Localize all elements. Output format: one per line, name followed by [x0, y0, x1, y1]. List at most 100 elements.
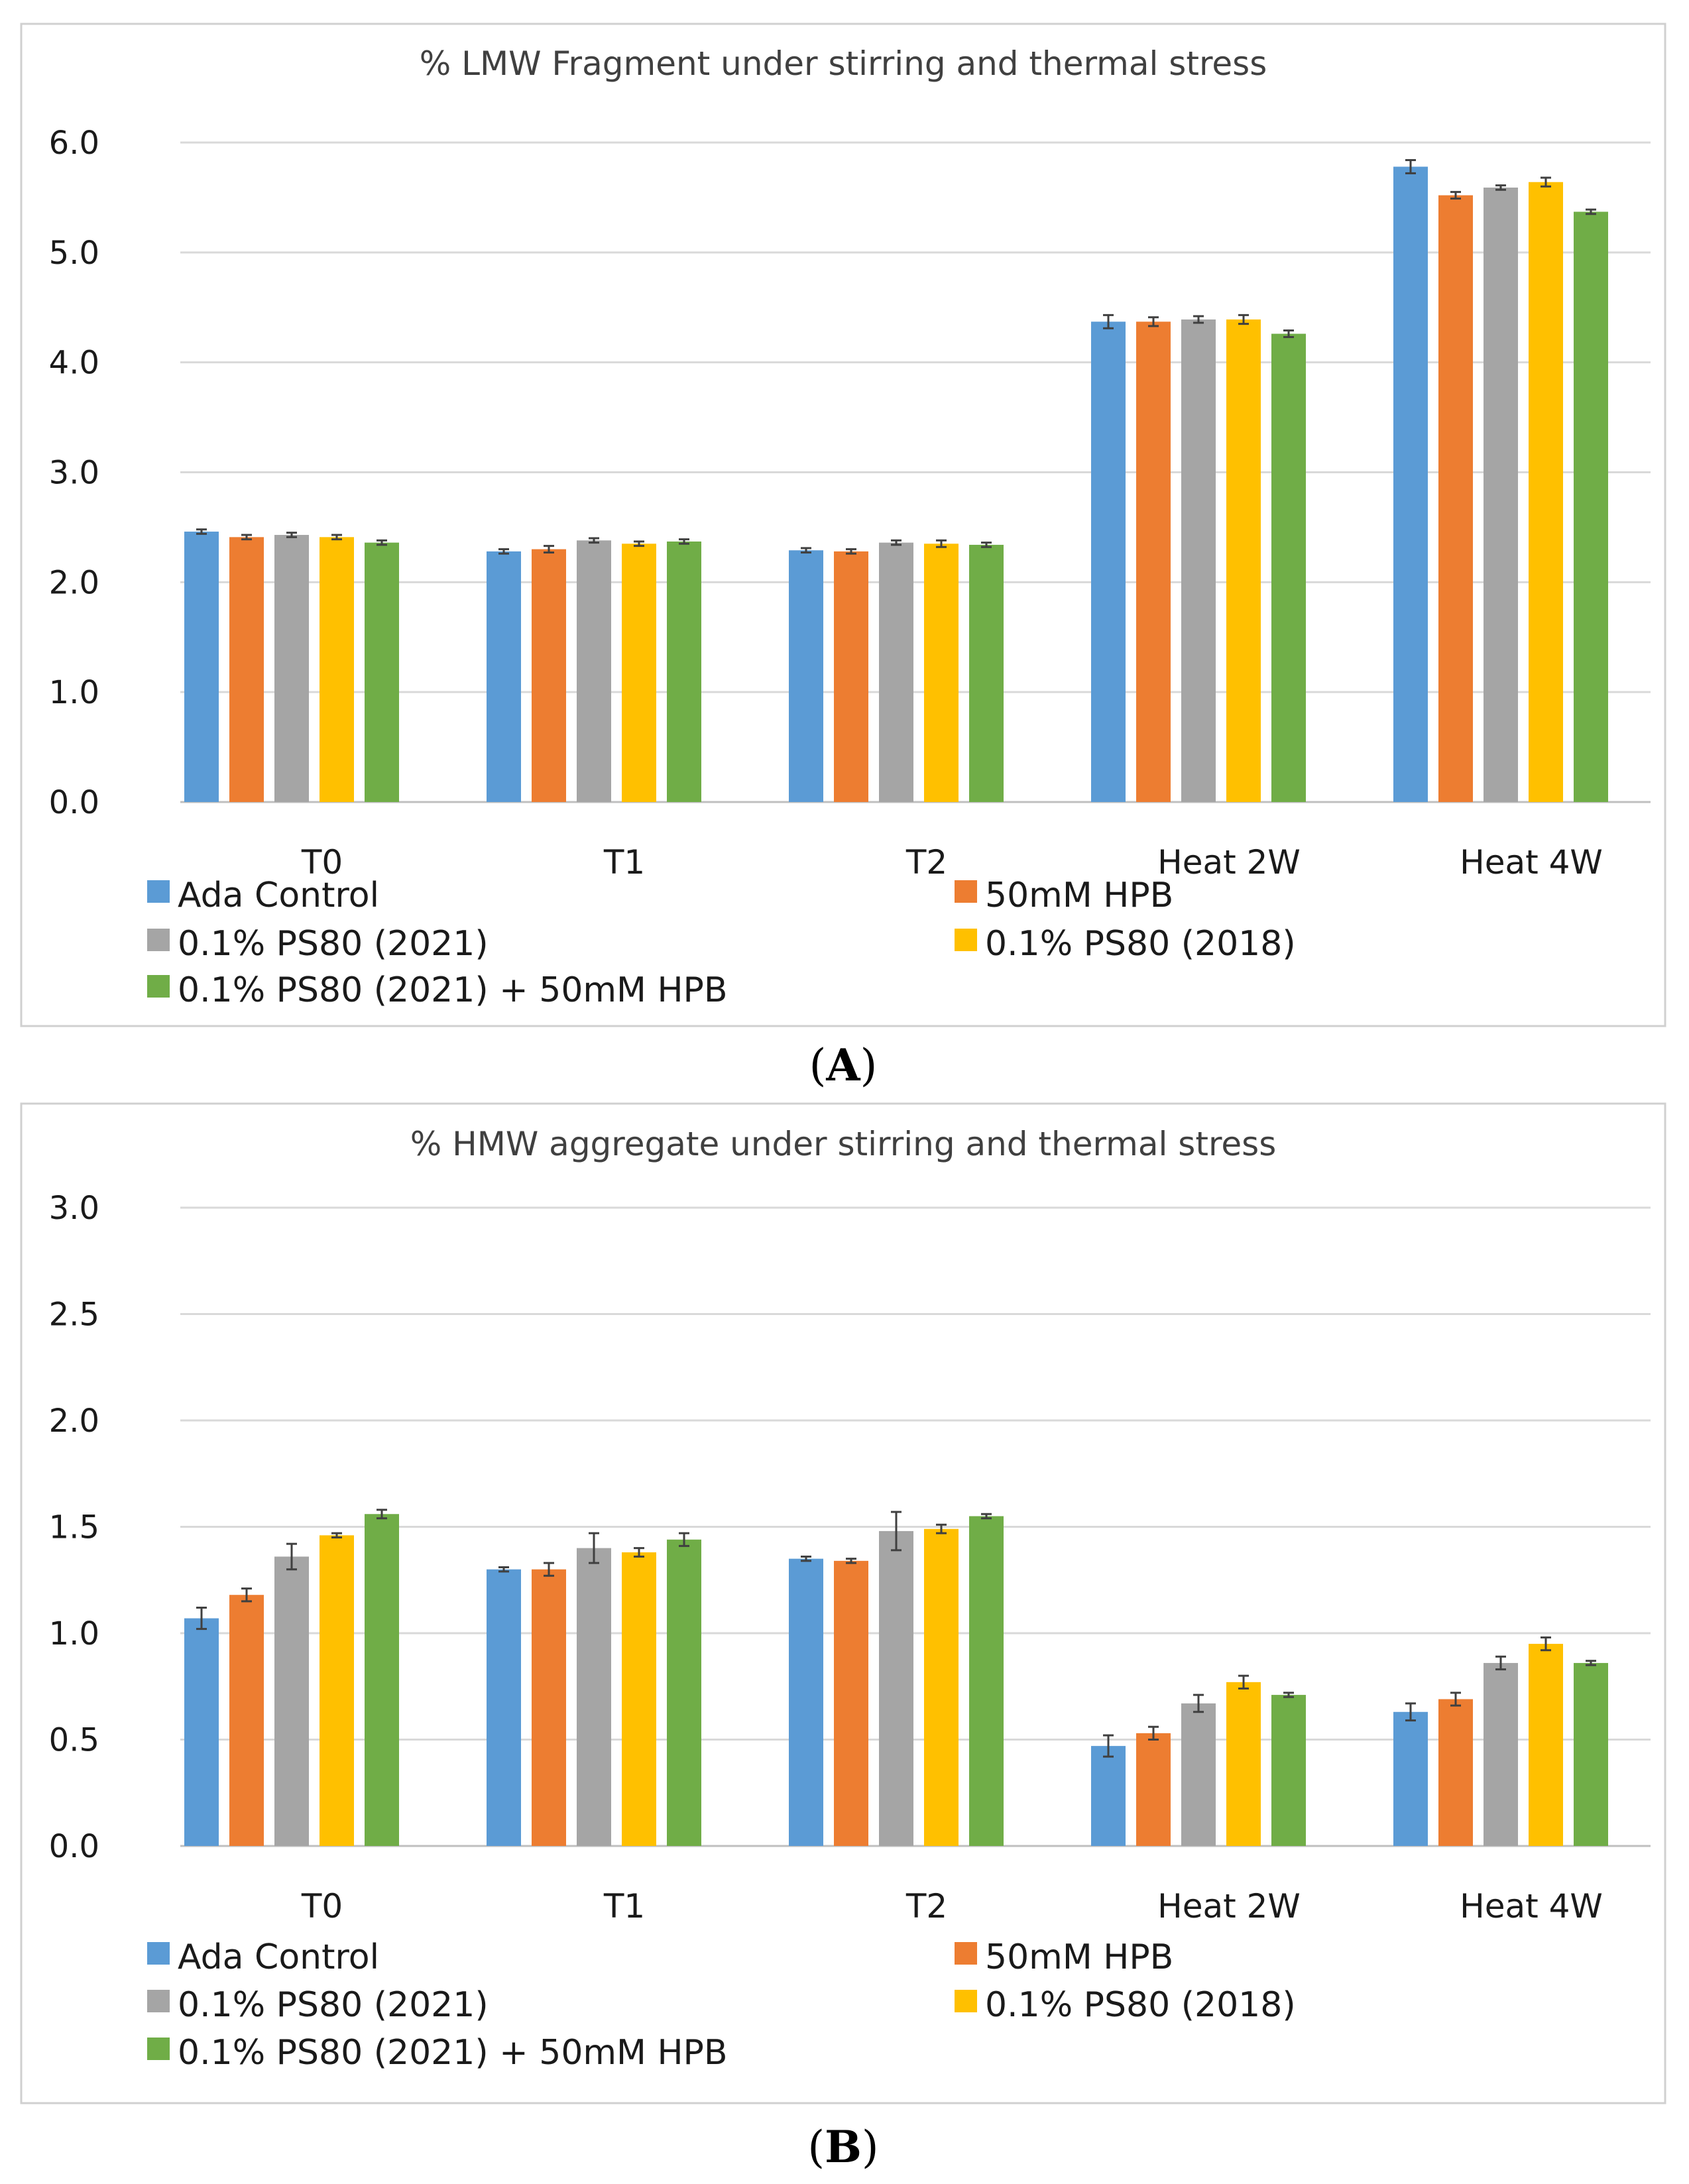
- bar: [1438, 195, 1473, 803]
- y-tick-label: 6.0: [49, 125, 99, 162]
- chart-panel-a: % LMW Fragment under stirring and therma…: [20, 23, 1666, 1091]
- bar: [969, 1516, 1004, 1846]
- legend-item: Ada Control: [147, 876, 379, 915]
- bar: [1271, 1695, 1306, 1846]
- bar: [1393, 1711, 1428, 1846]
- caption-paren: (: [809, 1040, 827, 1091]
- bar: [924, 544, 959, 802]
- bar: [667, 541, 701, 802]
- legend-label: 0.1% PS80 (2021) + 50mM HPB: [178, 970, 728, 1010]
- caption-paren: (: [807, 2122, 825, 2173]
- legend-item: Ada Control: [147, 1937, 379, 1977]
- y-tick-label: 0.0: [49, 1828, 99, 1865]
- bar: [789, 550, 823, 802]
- legend-item: 0.1% PS80 (2021): [147, 1985, 489, 2025]
- legend-item: 0.1% PS80 (2021) + 50mM HPB: [147, 970, 728, 1010]
- y-tick-label: 3.0: [49, 455, 99, 492]
- legend-swatch: [955, 929, 977, 951]
- caption-paren: ): [860, 1040, 878, 1091]
- bar: [1574, 1662, 1608, 1846]
- y-tick-label: 0.5: [49, 1722, 99, 1759]
- panel-caption: (A): [809, 1039, 878, 1091]
- bar: [532, 1569, 566, 1846]
- bar: [532, 549, 566, 802]
- legend-swatch: [147, 1942, 170, 1965]
- x-tick-label: Heat 2W: [1157, 1887, 1301, 1925]
- legend-swatch: [147, 880, 170, 903]
- y-tick-label: 1.5: [49, 1509, 99, 1546]
- legend-label: Ada Control: [178, 876, 379, 915]
- bar: [924, 1528, 959, 1846]
- y-tick-label: 2.0: [49, 1403, 99, 1440]
- legend-item: 0.1% PS80 (2021) + 50mM HPB: [147, 2033, 728, 2073]
- bar: [1136, 1733, 1171, 1846]
- bar: [1136, 321, 1171, 802]
- bar: [229, 537, 264, 802]
- bar: [274, 535, 309, 802]
- bar: [1091, 321, 1126, 802]
- panel-caption: (B): [807, 2121, 878, 2173]
- chart-panel-b: % HMW aggregate under stirring and therm…: [20, 1102, 1666, 2173]
- x-tick-label: T1: [603, 843, 645, 882]
- legend-swatch: [147, 975, 170, 998]
- bar: [577, 540, 611, 802]
- y-tick-label: 2.5: [49, 1296, 99, 1334]
- y-tick-label: 1.0: [49, 1615, 99, 1652]
- bar: [184, 1618, 219, 1846]
- y-tick-label: 2.0: [49, 564, 99, 601]
- bar: [487, 551, 521, 802]
- bar: [1181, 319, 1216, 802]
- legend-label: Ada Control: [178, 1937, 379, 1977]
- bar: [1484, 1662, 1518, 1846]
- y-tick-label: 1.0: [49, 674, 99, 711]
- legend-swatch: [147, 2038, 170, 2060]
- x-tick-label: T0: [301, 843, 343, 882]
- legend-label: 0.1% PS80 (2021): [178, 924, 489, 964]
- bar: [487, 1569, 521, 1846]
- legend-swatch: [147, 929, 170, 951]
- legend-item: 0.1% PS80 (2018): [955, 924, 1296, 964]
- legend-swatch: [147, 1990, 170, 2012]
- x-tick-label: Heat 4W: [1460, 1887, 1603, 1925]
- bar: [1226, 1682, 1261, 1846]
- legend-swatch: [955, 880, 977, 903]
- bar: [1393, 166, 1428, 802]
- bar: [1574, 211, 1608, 803]
- bar: [622, 544, 656, 802]
- legend-label: 0.1% PS80 (2018): [985, 1985, 1296, 2025]
- legend-label: 0.1% PS80 (2021): [178, 1985, 489, 2025]
- bar: [789, 1558, 823, 1846]
- bar: [1529, 182, 1563, 802]
- legend-swatch: [955, 1942, 977, 1965]
- bar: [274, 1556, 309, 1846]
- bar: [834, 1560, 868, 1846]
- chart-frame: [20, 23, 1666, 1027]
- bar: [365, 542, 399, 802]
- bar: [879, 1530, 913, 1846]
- bar: [622, 1552, 656, 1846]
- bar: [1438, 1699, 1473, 1846]
- bar: [969, 544, 1004, 802]
- bar: [879, 542, 913, 802]
- bar: [184, 532, 219, 802]
- bar: [229, 1595, 264, 1846]
- panel-label: B: [825, 2121, 862, 2173]
- legend-swatch: [955, 1990, 977, 2012]
- x-tick-label: T0: [301, 1887, 343, 1925]
- legend-item: 0.1% PS80 (2018): [955, 1985, 1296, 2025]
- y-tick-label: 5.0: [49, 235, 99, 272]
- bar: [1484, 187, 1518, 802]
- bar: [320, 1535, 354, 1846]
- x-tick-label: T2: [905, 843, 947, 882]
- bar: [1091, 1746, 1126, 1846]
- bar: [1529, 1644, 1563, 1846]
- x-tick-label: T1: [603, 1887, 645, 1925]
- y-tick-label: 3.0: [49, 1190, 99, 1227]
- y-tick-label: 4.0: [49, 345, 99, 382]
- legend-label: 50mM HPB: [985, 876, 1173, 915]
- chart-title: % LMW Fragment under stirring and therma…: [420, 44, 1267, 83]
- legend-item: 0.1% PS80 (2021): [147, 924, 489, 964]
- x-tick-label: Heat 2W: [1157, 843, 1301, 882]
- bar: [1271, 333, 1306, 802]
- legend-label: 0.1% PS80 (2018): [985, 924, 1296, 964]
